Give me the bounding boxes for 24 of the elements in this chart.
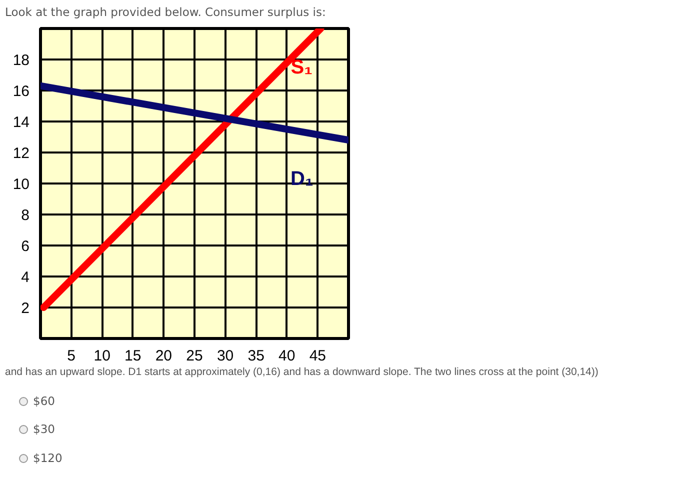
text: and has an upward slope. D1 starts at approximately (0,16) and has a downward slope. The two lines cross at the point (30,14)) [5,365,598,380]
x-tick-label: 15 [124,348,142,364]
y-tick-label: 2 [21,300,30,317]
x-tick-label: 30 [216,348,234,364]
y-tick-label: 4 [21,269,30,286]
text: $60 [32,393,56,410]
x-tick-label: 35 [248,348,264,364]
x-tick-label: 10 [94,348,110,364]
y-tick-label: 10 [12,176,30,193]
series-label: S₁ [290,56,312,78]
y-tick-label: 18 [12,52,30,69]
y-tick-label: 14 [12,114,30,131]
y-tick-label: 8 [21,207,30,224]
y-tick-label: 6 [21,238,30,255]
x-tick-label: 25 [186,348,203,364]
y-tick-label: 12 [12,145,30,162]
text: $30 [32,421,56,438]
x-tick-label: 5 [67,348,76,364]
x-tick-label: 20 [155,348,172,364]
x-tick-label: 40 [278,348,296,364]
y-tick-label: 16 [12,83,30,100]
chart-title: Look at the graph provided below. Consumer surplus is: [5,4,326,20]
text: $120 [32,450,62,466]
x-tick-label: 45 [309,348,326,364]
